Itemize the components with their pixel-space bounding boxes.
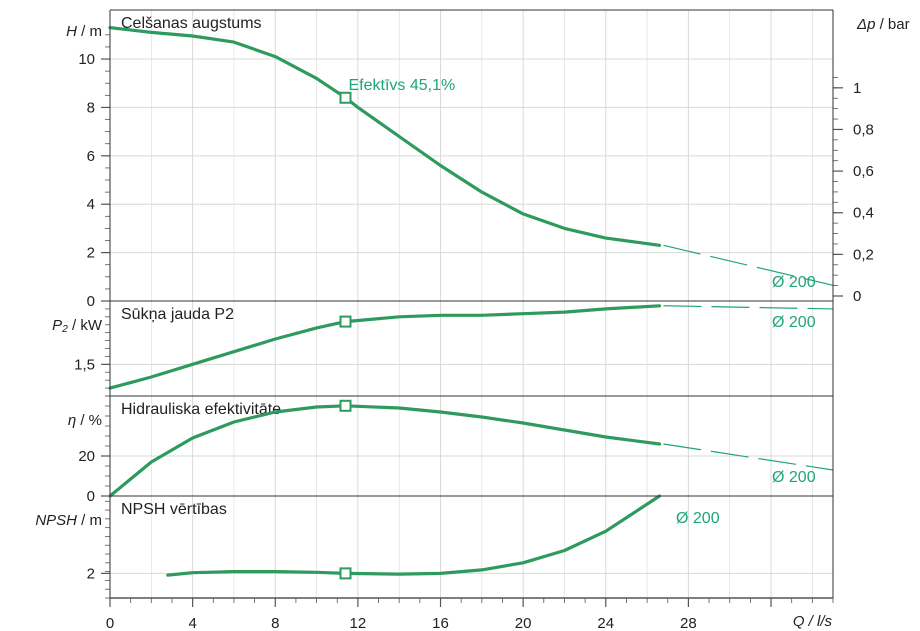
y-axis-unit: / kW [68,317,103,334]
x-tick-label: 28 [680,615,697,631]
panel-3: 0 20 Hidrauliska efektivitāte η / % Ø 200 [68,395,834,505]
panel-title: NPSH vērtības [121,501,227,518]
efficiency-annotation: Efektīvs 45,1% [348,77,455,94]
y-axis-unit: / m [77,512,102,529]
operating-point-marker [339,567,352,580]
series-label: Ø 200 [772,314,816,331]
panel-title: Hidrauliska efektivitāte [121,401,281,418]
y2-tick-label: 0,2 [853,246,874,263]
x-axis-label: Q / l/s [793,613,833,630]
y-tick-label: 20 [78,448,95,465]
y-tick-label: 0 [87,488,95,505]
series-label: Ø 200 [772,469,816,486]
operating-point-marker [339,91,352,104]
panel-2: 1,5 Sūkņa jauda P2 P₂ / kW Ø 200 [52,300,834,397]
y-axis-label: P₂ / kW [52,317,103,334]
grid-lines [109,10,813,598]
x-tick-label: 24 [597,615,614,631]
panel-title: Celšanas augstums [121,15,262,32]
x-tick-label: 0 [106,615,114,631]
series-line [166,494,662,577]
series-line [108,26,662,247]
extrapolation-line [663,305,834,310]
series-label: Ø 200 [676,510,720,527]
y2-tick-label: 0,6 [853,163,874,180]
series-label: Ø 200 [772,274,816,291]
operating-point-marker [339,399,352,412]
x-tick-label: 8 [271,615,279,631]
y2-tick-label: 1 [853,80,861,97]
y-axis-unit: / % [76,412,102,429]
y-tick-label: 2 [87,245,95,262]
x-tick-label: 4 [188,615,196,631]
y-axis-label: η / % [68,412,102,429]
y-tick-label: 8 [87,99,95,116]
series-line [108,404,662,498]
y-axis-variable: NPSH [35,512,77,529]
y-axis-unit: / m [77,23,102,40]
y-axis-label: NPSH / m [35,512,102,529]
y2-axis-label: Δp / bar [856,16,910,33]
extrapolation-line [663,244,834,286]
y-axis-variable: P₂ [52,317,68,334]
y-tick-label: 4 [87,196,95,213]
y-tick-label: 0 [87,293,95,310]
x-tick-label: 12 [350,615,367,631]
y2-axis-variable: Δp [856,16,875,33]
y-axis-variable: η [68,412,76,429]
y-tick-label: 10 [78,51,95,68]
y-tick-label: 2 [87,565,95,582]
x-axis: 0 4 8 12 16 20 24 28 Q / l/s [106,598,834,631]
y-tick-label: 6 [87,148,95,165]
y-tick-label: 1,5 [74,356,95,373]
y2-tick-label: 0,8 [853,121,874,138]
y-axis-label: H / m [66,23,102,40]
y2-tick-label: 0 [853,288,861,305]
extrapolation-line [663,443,834,471]
x-tick-label: 16 [432,615,449,631]
y2-tick-label: 0,4 [853,205,874,222]
y-axis-variable: H [66,23,77,40]
panel-4: 2 NPSH vērtības NPSH / m Ø 200 [35,494,833,599]
series-line [108,304,662,390]
panel-title: Sūkņa jauda P2 [121,306,234,323]
y2-axis-unit: / bar [875,16,909,33]
operating-point-marker [339,315,352,328]
x-tick-label: 20 [515,615,532,631]
